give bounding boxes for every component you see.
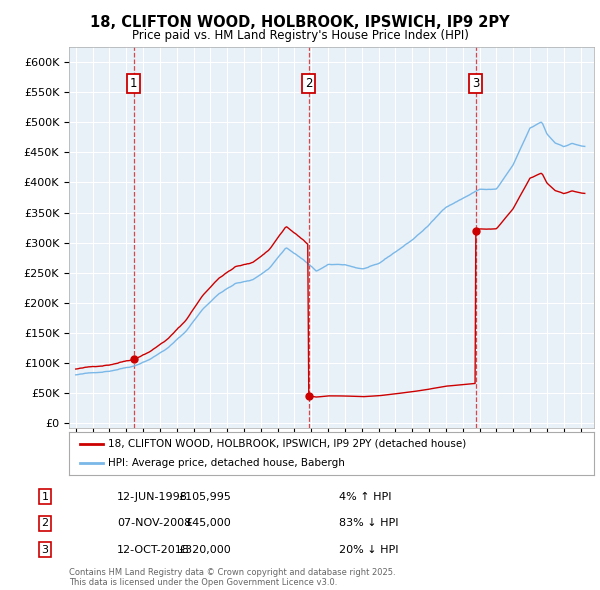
Text: 1: 1 [41,492,49,502]
Text: 4% ↑ HPI: 4% ↑ HPI [339,492,391,502]
Text: £320,000: £320,000 [178,545,231,555]
Text: 2: 2 [41,519,49,528]
Text: 83% ↓ HPI: 83% ↓ HPI [339,519,398,528]
Text: 1: 1 [130,77,137,90]
Text: 3: 3 [472,77,479,90]
Text: HPI: Average price, detached house, Babergh: HPI: Average price, detached house, Babe… [109,458,345,468]
Text: Price paid vs. HM Land Registry's House Price Index (HPI): Price paid vs. HM Land Registry's House … [131,29,469,42]
Text: 18, CLIFTON WOOD, HOLBROOK, IPSWICH, IP9 2PY (detached house): 18, CLIFTON WOOD, HOLBROOK, IPSWICH, IP9… [109,439,467,449]
Text: £105,995: £105,995 [178,492,231,502]
Text: 20% ↓ HPI: 20% ↓ HPI [339,545,398,555]
Text: Contains HM Land Registry data © Crown copyright and database right 2025.
This d: Contains HM Land Registry data © Crown c… [69,568,395,587]
Text: 18, CLIFTON WOOD, HOLBROOK, IPSWICH, IP9 2PY: 18, CLIFTON WOOD, HOLBROOK, IPSWICH, IP9… [90,15,510,30]
Text: 12-JUN-1998: 12-JUN-1998 [117,492,188,502]
Text: 07-NOV-2008: 07-NOV-2008 [117,519,191,528]
Text: 12-OCT-2018: 12-OCT-2018 [117,545,190,555]
Text: 2: 2 [305,77,313,90]
Text: £45,000: £45,000 [185,519,231,528]
Text: 3: 3 [41,545,49,555]
